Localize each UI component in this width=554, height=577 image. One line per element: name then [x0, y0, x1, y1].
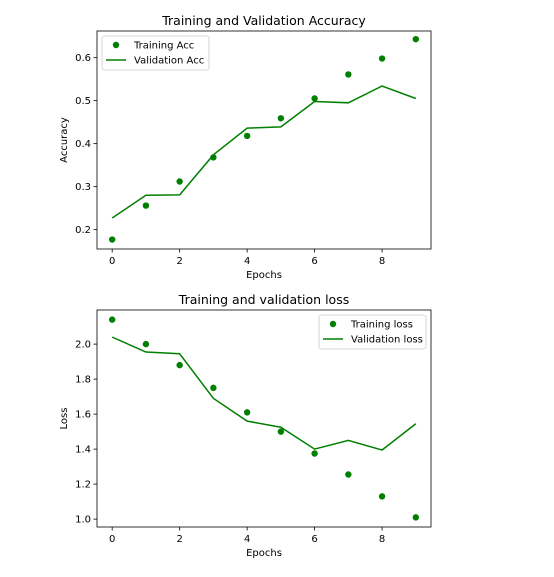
training-loss-point: [142, 340, 150, 348]
accuracy-x-tick-label: 0: [109, 256, 115, 267]
training-loss-legend-label: Training loss: [350, 320, 413, 331]
loss-plot-frame: [96, 309, 432, 528]
loss-chart: Training and validation loss 0 2 4 6 8 1.0 1.2 1…: [59, 292, 432, 559]
accuracy-y-tick-label: 0.5: [75, 96, 91, 107]
accuracy-y-tick-label: 0.6: [75, 53, 91, 64]
loss-x-tick-label: 6: [311, 534, 317, 545]
validation-loss-legend-label: Validation loss: [351, 335, 423, 346]
accuracy-x-axis-label: Epochs: [246, 270, 282, 281]
accuracy-x-tick-label: 8: [379, 256, 385, 267]
training-acc-point: [378, 55, 386, 62]
loss-x-tick-label: 4: [244, 534, 250, 545]
loss-x-axis-label: Epochs: [246, 548, 282, 559]
accuracy-plot-frame: [96, 30, 432, 250]
loss-y-axis-label: Loss: [59, 408, 70, 430]
accuracy-x-tick-label: 4: [244, 256, 250, 267]
loss-y-tick-label: 1.6: [75, 410, 91, 421]
loss-chart-title: Training and validation loss: [178, 292, 349, 307]
loss-y-tick-label: 1.0: [75, 515, 91, 526]
accuracy-y-tick-label: 0.2: [75, 225, 91, 236]
accuracy-chart-title: Training and Validation Accuracy: [161, 13, 366, 28]
validation-acc-legend-label: Validation Acc: [134, 56, 204, 67]
training-loss-point: [108, 316, 116, 323]
training-loss-point: [176, 361, 183, 369]
training-loss-point: [412, 514, 420, 521]
training-loss-point: [345, 471, 352, 478]
accuracy-x-tick-label: 6: [311, 256, 317, 267]
training-acc-point: [345, 71, 352, 78]
training-acc-point: [176, 178, 183, 185]
accuracy-chart: Training and Validation Accuracy 0 2 4 6 8 0.2…: [59, 13, 432, 281]
training-acc-point: [142, 202, 150, 209]
training-loss-point: [277, 428, 285, 435]
training-acc-point: [412, 35, 420, 43]
training-loss-point: [311, 450, 318, 457]
training-acc-point: [243, 132, 251, 140]
validation-loss-line: [111, 336, 417, 451]
accuracy-y-tick-label: 0.3: [75, 182, 91, 193]
training-acc-point: [108, 236, 116, 243]
loss-y-tick-label: 1.4: [75, 445, 91, 456]
accuracy-x-tick-label: 2: [176, 256, 182, 267]
accuracy-legend: Training Acc Validation Acc: [101, 35, 210, 71]
loss-legend-box: [318, 314, 427, 350]
training-acc-point: [277, 115, 285, 122]
training-acc-legend-label: Training Acc: [133, 41, 194, 52]
accuracy-y-tick-label: 0.4: [75, 139, 91, 150]
loss-x-tick-label: 2: [176, 534, 182, 545]
accuracy-legend-box: [101, 35, 210, 71]
training-loss-legend-swatch: [329, 320, 337, 328]
loss-y-tick-label: 2.0: [75, 340, 91, 351]
training-loss-point: [243, 409, 251, 416]
training-acc-point: [311, 95, 318, 102]
loss-x-tick-label: 0: [109, 534, 115, 545]
loss-y-tick-label: 1.8: [75, 375, 91, 386]
loss-y-tick-label: 1.2: [75, 480, 91, 491]
training-loss-point: [210, 384, 217, 392]
validation-acc-line: [111, 85, 417, 219]
loss-x-tick-label: 8: [379, 534, 385, 545]
accuracy-y-axis-label: Accuracy: [59, 117, 70, 163]
loss-legend: Training loss Validation loss: [318, 314, 427, 350]
training-acc-legend-swatch: [112, 41, 120, 49]
training-loss-point: [378, 493, 386, 500]
